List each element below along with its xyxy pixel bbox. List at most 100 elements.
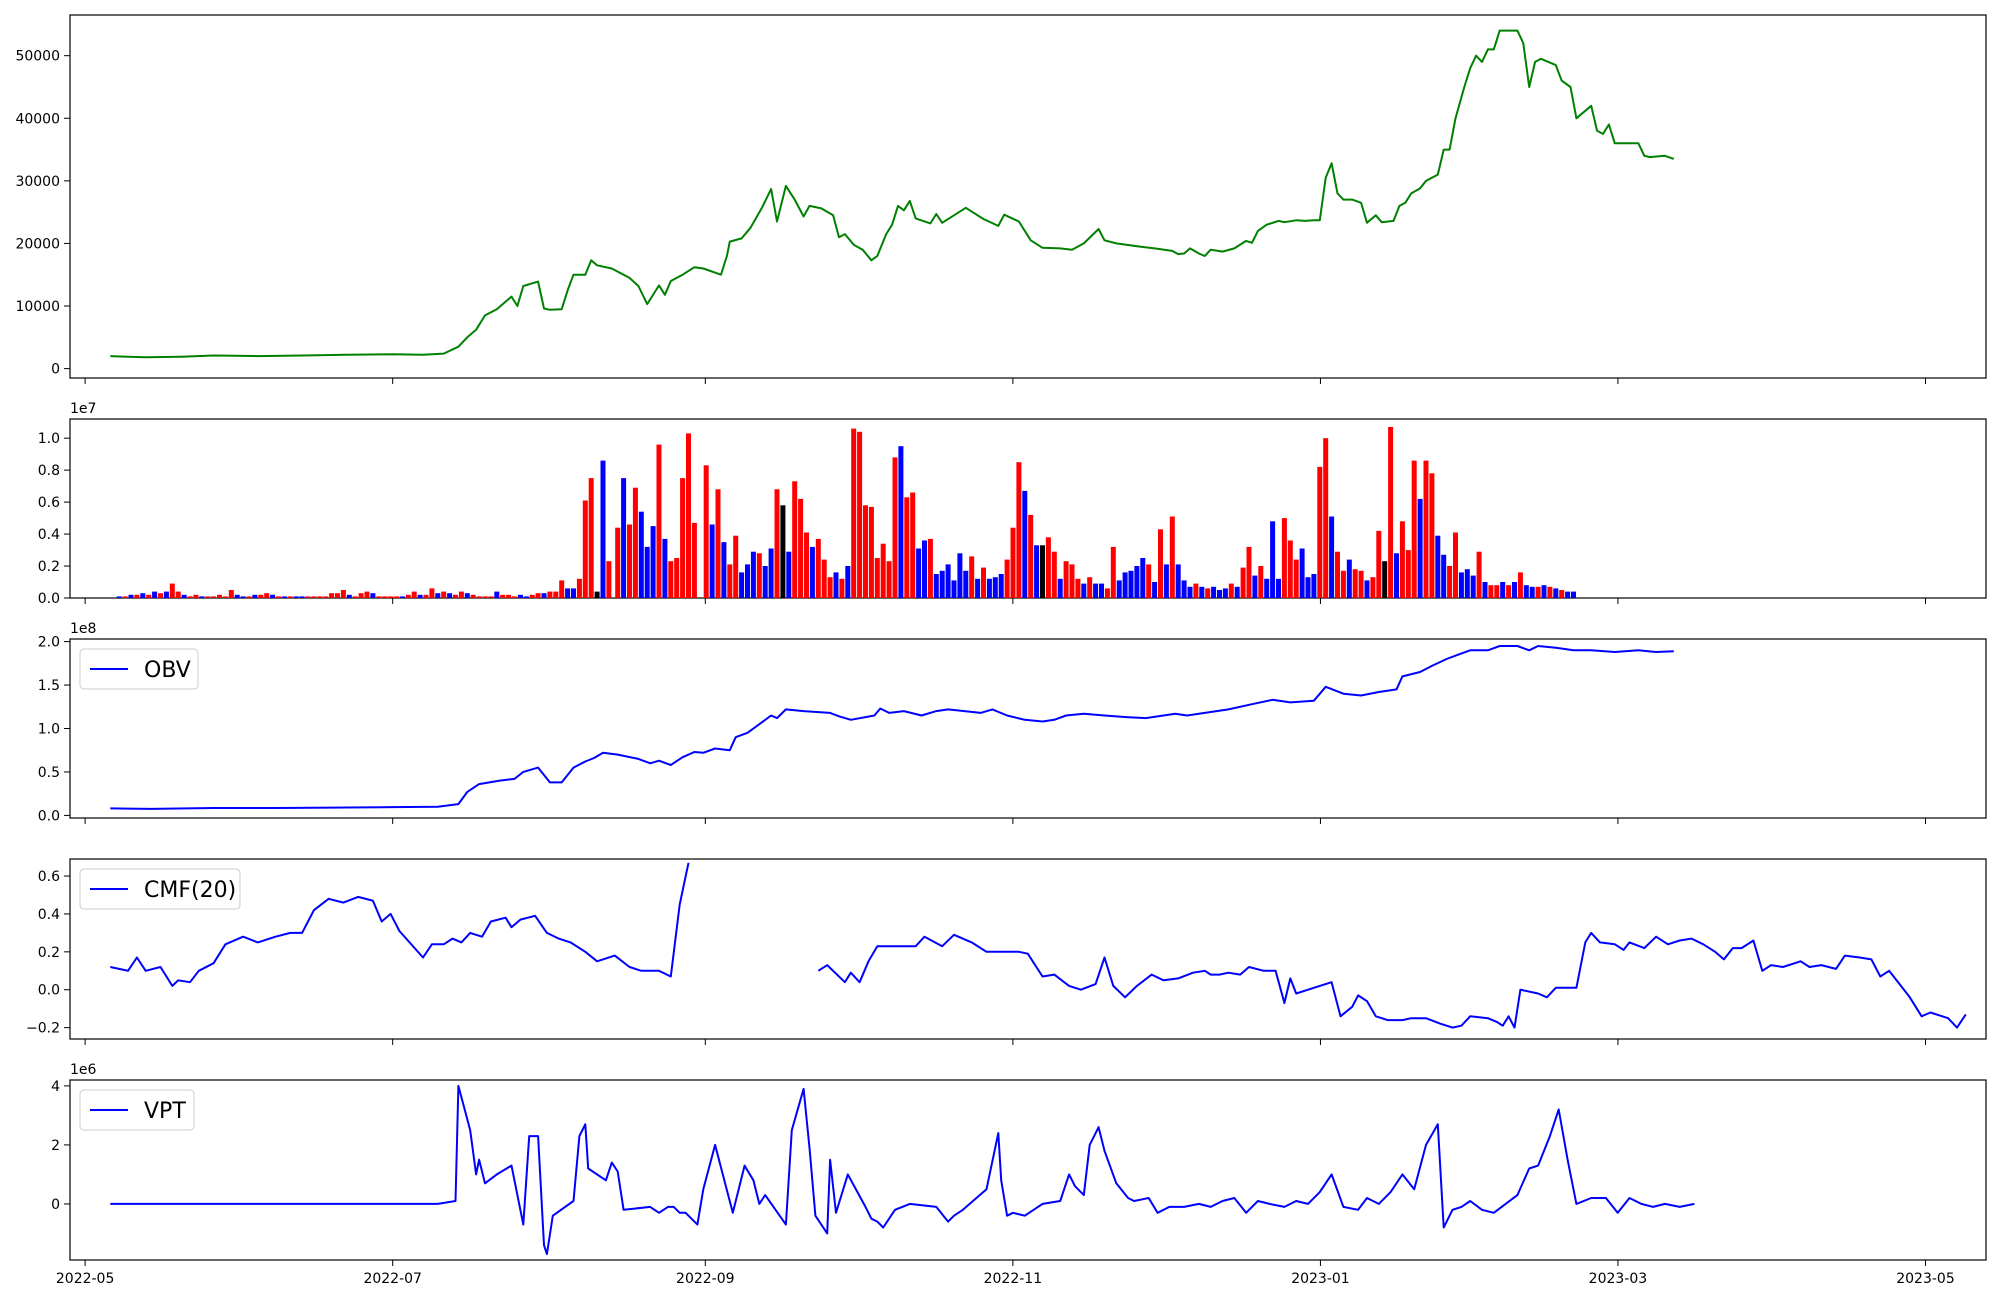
volume-bar [506,594,512,598]
volume-bar [1523,585,1529,598]
volume-bar [158,593,163,598]
volume-bar [1034,545,1040,598]
volume-bar [405,594,411,598]
volume-bar [886,561,892,598]
axes-frame [69,1079,1987,1261]
volume-bar [644,546,650,598]
y-tick-label: 0 [51,1197,60,1213]
volume-bar [1488,585,1494,598]
volume-bar [1099,583,1104,598]
y-tick-label: 1.0 [38,722,60,738]
volume-bar [234,594,240,598]
volume-bar [1276,578,1281,598]
volume-bar [364,591,370,598]
volume-bar [798,498,804,598]
volume-bar [594,591,600,598]
volume-bar [892,457,898,598]
volume-bar [880,543,886,598]
volume-bar [680,478,686,598]
y-tick-label: −0.2 [26,1021,60,1037]
volume-bar [1246,546,1252,598]
volume-bar [317,596,323,598]
volume-bar [986,578,992,598]
volume-bar [1405,550,1411,598]
volume-bar [382,596,388,598]
axes-frame [69,14,1987,379]
volume-bar [833,572,839,598]
volume-bar [1181,580,1187,598]
plot-area [110,862,1967,1029]
volume-bar [1281,518,1287,598]
volume-bar [1364,580,1370,598]
volume-bar [1340,570,1346,598]
x-tick-label: 2022-05 [56,1271,115,1287]
x-tick-label: 2023-01 [1291,1271,1350,1287]
volume-bar [571,588,576,598]
plot-area [110,645,1674,810]
volume-bar [335,593,340,598]
volume-bar [264,593,270,598]
volume-bar [691,522,697,598]
series-line-price [110,29,1675,359]
volume-bar [1346,559,1352,598]
volume-bar [376,596,382,598]
legend-box [79,1089,195,1131]
volume-bar [615,527,621,598]
volume-bar [1075,578,1081,598]
volume-bar [1429,473,1435,598]
volume-bar [340,590,346,598]
volume-bar [1057,578,1063,598]
volume-bar [1399,521,1405,598]
volume-bar [152,591,158,598]
volume-bar [927,538,933,598]
plot-area [110,29,1675,359]
volume-bar [606,561,612,598]
volume-bar [963,570,969,598]
volume-bar [957,553,963,598]
volume-bar [668,561,674,598]
volume-bar [417,594,423,598]
volume-bar [845,566,851,598]
x-tick-label: 2022-09 [676,1271,735,1287]
volume-bar [969,556,975,598]
volume-bar [1541,585,1547,598]
series-line-cmf-20- [110,862,690,987]
axes-frame [69,418,1987,599]
volume-bar [868,506,874,598]
volume-bar [1128,570,1134,598]
y-tick-label: 0.0 [38,808,60,824]
volume-bar [181,594,187,598]
volume-bar [523,596,529,598]
volume-bar [429,588,435,598]
volume-bar [1305,577,1311,598]
panel-volume: 0.0 0.2 0.4 0.6 0.8 1.0 1e7 [38,401,1987,607]
volume-bar [621,478,627,598]
volume-bar [768,548,774,598]
volume-bar [1382,561,1388,598]
volume-bar [1169,516,1175,598]
volume-bar [600,460,606,598]
legend: OBV [79,648,199,690]
volume-bar [786,551,792,598]
volume-bar [1435,535,1441,598]
volume-bar [774,489,780,598]
volume-bar [240,596,246,598]
volume-bar [1152,582,1158,598]
volume-bar [576,578,582,598]
legend-box [79,648,199,690]
volume-bar [476,596,482,598]
volume-bar [750,551,756,598]
x-tick-label: 2023-05 [1896,1271,1955,1287]
volume-bar [258,594,264,598]
volume-bar [1287,540,1293,598]
volume-bar [1122,572,1128,598]
volume-bar [1453,532,1458,598]
volume-bar [411,591,417,598]
y-tick-label: 20000 [15,236,60,252]
legend-label: CMF(20) [144,878,236,903]
volume-bar [1217,590,1222,598]
volume-bar [945,564,951,598]
volume-bar [1470,575,1476,598]
legend-label: OBV [144,658,191,683]
axes-frame [69,858,1987,1040]
